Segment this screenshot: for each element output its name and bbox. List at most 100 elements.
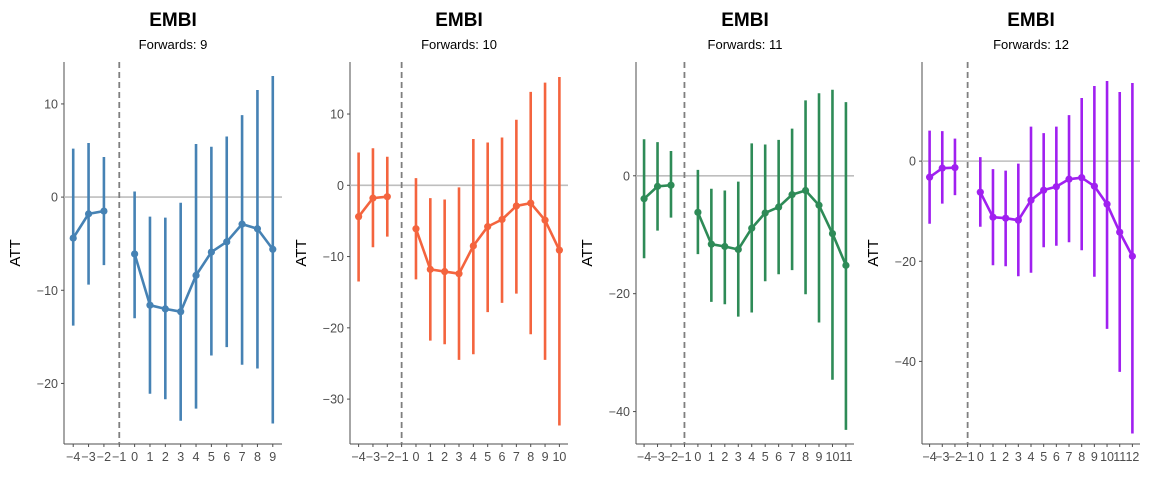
- x-tick-label: 8: [802, 450, 809, 464]
- y-tick-label: −20: [895, 255, 916, 269]
- x-tick-label: −3: [650, 450, 664, 464]
- data-point: [926, 173, 934, 181]
- x-tick-label: 12: [1125, 450, 1139, 464]
- data-point: [161, 305, 169, 313]
- x-tick-label: 5: [208, 450, 215, 464]
- x-tick-label: 0: [694, 450, 701, 464]
- chart-title: EMBI: [1007, 10, 1055, 31]
- data-point: [734, 245, 742, 254]
- y-tick-label: −40: [609, 405, 630, 419]
- chart-subtitle: Forwards: 10: [421, 37, 497, 52]
- data-point: [207, 248, 215, 256]
- data-point: [541, 216, 549, 224]
- data-point: [1052, 183, 1060, 191]
- data-point: [527, 199, 535, 207]
- x-tick-label: −2: [97, 450, 111, 464]
- data-point: [441, 267, 449, 276]
- data-point: [640, 195, 648, 203]
- x-tick-label: −3: [935, 450, 949, 464]
- x-tick-label: 6: [775, 450, 782, 464]
- data-point: [951, 164, 959, 172]
- x-tick-label: −4: [637, 450, 651, 464]
- x-tick-label: −4: [66, 450, 80, 464]
- x-tick-label: 9: [542, 450, 549, 464]
- data-point: [146, 301, 154, 309]
- data-point: [69, 234, 77, 242]
- y-tick-label: −10: [323, 250, 344, 264]
- data-point: [223, 238, 231, 246]
- chart-title: EMBI: [149, 10, 197, 31]
- x-tick-label: 5: [1040, 450, 1047, 464]
- data-point: [100, 207, 108, 215]
- x-tick-label: −2: [664, 450, 678, 464]
- x-tick-label: 0: [977, 450, 984, 464]
- data-point: [788, 191, 796, 199]
- data-point: [1116, 228, 1124, 236]
- y-tick-label: 10: [330, 108, 344, 122]
- series-line-post: [133, 222, 274, 314]
- data-point: [269, 245, 277, 253]
- y-tick-label: 0: [909, 155, 916, 169]
- data-point: [1027, 196, 1035, 204]
- x-tick-label: 11: [1113, 450, 1126, 464]
- y-tick-label: 0: [623, 169, 630, 183]
- data-point: [653, 182, 662, 190]
- x-tick-label: 6: [499, 450, 506, 464]
- x-tick-label: 9: [1091, 450, 1098, 464]
- data-point: [694, 208, 702, 216]
- data-point: [938, 164, 946, 172]
- data-point: [721, 242, 729, 251]
- y-tick-label: −20: [609, 287, 630, 301]
- x-tick-label: 10: [1100, 450, 1114, 464]
- data-point: [1065, 175, 1073, 183]
- x-tick-label: 2: [1002, 450, 1009, 464]
- x-tick-label: 7: [513, 450, 520, 464]
- data-point: [1103, 200, 1111, 208]
- x-tick-label: 2: [162, 450, 169, 464]
- x-tick-label: 4: [193, 450, 200, 464]
- x-tick-label: 6: [223, 450, 230, 464]
- y-tick-label: −20: [323, 321, 344, 335]
- data-point: [707, 240, 715, 248]
- x-tick-label: 4: [470, 450, 477, 464]
- x-tick-label: 2: [441, 450, 448, 464]
- data-point: [1078, 174, 1086, 182]
- x-tick-label: −3: [366, 450, 380, 464]
- data-point: [383, 193, 391, 201]
- y-tick-label: 0: [51, 191, 58, 205]
- data-point: [412, 225, 420, 233]
- chart-subtitle: Forwards: 9: [139, 37, 208, 52]
- x-tick-label: 7: [239, 450, 246, 464]
- data-point: [842, 261, 850, 269]
- x-tick-label: 7: [789, 450, 796, 464]
- data-point: [801, 186, 810, 195]
- y-tick-label: 0: [337, 179, 344, 193]
- data-point: [177, 308, 185, 316]
- data-point: [484, 223, 492, 231]
- x-tick-label: 8: [254, 450, 261, 464]
- x-tick-label: −1: [677, 450, 691, 464]
- data-point: [775, 203, 783, 211]
- data-point: [369, 194, 377, 202]
- x-tick-label: 1: [146, 450, 153, 464]
- data-point: [1128, 252, 1136, 260]
- x-tick-label: −3: [81, 450, 95, 464]
- x-tick-label: 10: [826, 450, 840, 464]
- x-tick-label: 3: [177, 450, 184, 464]
- data-point: [1014, 216, 1022, 224]
- data-point: [131, 250, 139, 258]
- x-tick-label: 3: [735, 450, 742, 464]
- x-tick-label: −1: [394, 450, 408, 464]
- x-tick-label: 6: [1053, 450, 1060, 464]
- y-axis-label: ATT: [579, 239, 596, 266]
- x-tick-label: 9: [816, 450, 823, 464]
- y-tick-label: −30: [323, 393, 344, 407]
- chart-subtitle: Forwards: 11: [708, 37, 783, 52]
- x-tick-label: −2: [380, 450, 394, 464]
- x-tick-label: −1: [112, 450, 126, 464]
- data-point: [828, 229, 837, 238]
- chart-title: EMBI: [435, 10, 483, 31]
- x-tick-label: 5: [484, 450, 491, 464]
